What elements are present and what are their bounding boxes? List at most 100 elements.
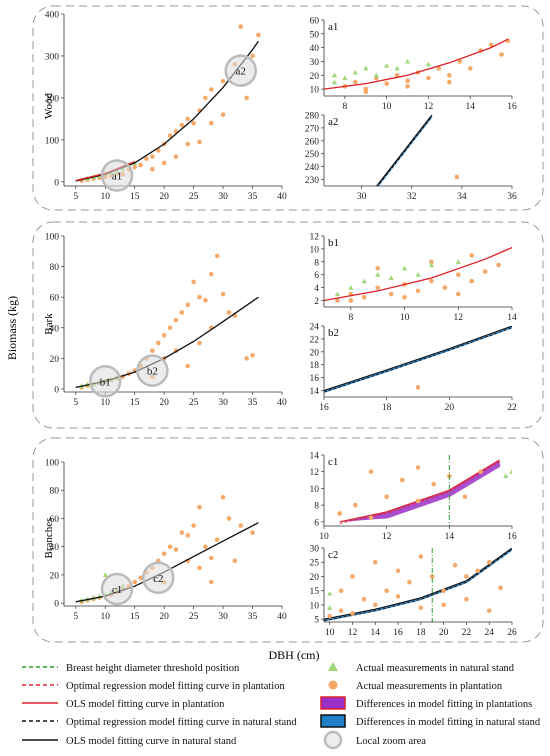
- plantation-point: [144, 156, 149, 162]
- plantation-point: [375, 265, 381, 271]
- y-tick-label: 100: [45, 136, 60, 146]
- x-tick-label: 30: [218, 612, 228, 622]
- inset-label-b1: b1: [328, 237, 339, 249]
- plantation-point: [363, 89, 369, 95]
- x-tick-label: 5: [73, 192, 78, 202]
- y-tick-label: 6: [314, 518, 319, 528]
- legend-label: Breast height diameter threshold positio…: [66, 663, 240, 674]
- plantation-point: [337, 511, 342, 516]
- y-tick-label: 260: [305, 137, 320, 147]
- panel-title-bark: Bark: [43, 313, 55, 335]
- y-tick-label: 14: [310, 452, 320, 462]
- y-tick-label: 30: [310, 58, 320, 68]
- legend-label: Actual measurements in natural stand: [356, 663, 515, 674]
- plantation-point: [452, 562, 458, 568]
- x-tick-label: 10: [319, 532, 329, 542]
- natural-point: [428, 262, 435, 268]
- plantation-point: [250, 53, 255, 59]
- y-tick-label: 20: [310, 573, 320, 583]
- x-tick-label: 14: [445, 532, 455, 542]
- x-tick-label: 18: [416, 628, 426, 638]
- plantation-point: [197, 565, 202, 571]
- legend-right-item: Differences in model fitting in plantati…: [320, 696, 532, 710]
- x-tick-label: 12: [424, 102, 434, 112]
- x-tick-label: 20: [159, 398, 169, 408]
- plantation-point: [395, 594, 401, 599]
- x-tick-label: 22: [462, 628, 472, 638]
- plantation-point: [447, 79, 452, 85]
- plantation-point: [454, 174, 460, 180]
- plantation-point: [132, 579, 138, 585]
- plantation-point: [388, 291, 394, 297]
- zoom-circle-c2: [142, 561, 175, 595]
- plantation-point: [462, 494, 468, 500]
- zoom-circle-b2: [136, 354, 169, 387]
- natural-point: [503, 473, 509, 478]
- y-tick-label: 40: [50, 324, 60, 334]
- y-tick-label: 12: [310, 468, 320, 478]
- x-tick-label: 10: [382, 102, 392, 112]
- plantation-point: [418, 554, 424, 559]
- plantation-point: [415, 288, 421, 294]
- y-tick-label: 0: [54, 178, 59, 188]
- plantation-point: [441, 588, 446, 593]
- plot-area-wood-a1: [324, 38, 511, 95]
- plantation-point: [220, 494, 226, 500]
- plantation-point: [498, 585, 503, 591]
- y-tick-label: 16: [310, 374, 320, 384]
- plot-area-branches-c2: [324, 548, 512, 622]
- y-tick-label: 80: [50, 263, 60, 273]
- plantation-point: [250, 352, 255, 358]
- plantation-point: [185, 141, 191, 147]
- inset-label-c1: c1: [328, 456, 338, 468]
- chart-branches-c2: 10 12 14 16 18 20 22 24 26 5 10 15 20 25 30 c2: [310, 545, 518, 639]
- plantation-point: [469, 253, 475, 258]
- plantation-point: [185, 116, 191, 122]
- plantation-point: [394, 72, 400, 78]
- zoom-circle-c1: [100, 572, 134, 606]
- y-tick-label: 14: [310, 387, 320, 397]
- x-tick-label: 5: [73, 612, 78, 622]
- legend-right-item: Actual measurements in plantation: [328, 680, 503, 692]
- x-tick-label: 15: [130, 398, 140, 408]
- y-tick-label: 400: [45, 11, 60, 21]
- y-tick-label: 60: [310, 17, 320, 27]
- y-tick-label: 30: [310, 545, 320, 555]
- y-tick-label: 230: [305, 176, 320, 186]
- natural-diff-band-edge: [324, 548, 512, 620]
- chart-wood-a2: 30 32 34 36 230 240 250 260 270 280 a2: [305, 112, 517, 203]
- legend: Breast height diameter threshold positio…: [22, 662, 541, 750]
- panel-title-wood: Wood: [43, 93, 55, 120]
- zoom-circle-a1: [100, 159, 134, 192]
- plantation-point: [447, 72, 452, 78]
- x-tick-label: 34: [457, 192, 467, 202]
- x-tick-label: 25: [189, 192, 199, 202]
- plantation-point: [482, 269, 488, 274]
- natural-point: [331, 79, 338, 85]
- x-tick-label: 20: [439, 628, 449, 638]
- plantation-point: [232, 558, 238, 564]
- y-tick-label: 24: [310, 323, 320, 333]
- x-tick-label: 30: [218, 398, 228, 408]
- legend-label: Optimal regression model fitting curve i…: [66, 681, 285, 692]
- y-tick-label: 5: [314, 616, 319, 626]
- plantation-point: [191, 279, 196, 285]
- plot-area-bark-b1: [324, 247, 512, 303]
- legend-label: Differences in model fitting in plantati…: [356, 699, 532, 710]
- natural-point: [373, 72, 379, 78]
- plot-area-wood-main: [75, 24, 261, 183]
- plantation-point: [464, 574, 469, 579]
- legend-symbol-triangle: [328, 662, 338, 671]
- y-axis-title: Biomass (kg): [5, 296, 19, 360]
- x-tick-label: 32: [407, 192, 417, 202]
- y-tick-label: 10: [310, 485, 320, 495]
- x-tick-label: 16: [507, 102, 517, 112]
- y-tick-label: 0: [54, 600, 59, 610]
- plantation-point: [208, 87, 214, 92]
- natural-diff-band: [324, 548, 512, 622]
- chart-branches-c1: 10 12 14 16 6 8 10 12 14 c1: [310, 452, 518, 543]
- plantation-point: [226, 516, 232, 521]
- chart-bark-b2: 16 18 20 22 14 16 18 20 22 24 b2: [310, 323, 518, 414]
- legend-left-item: Breast height diameter threshold positio…: [22, 663, 240, 674]
